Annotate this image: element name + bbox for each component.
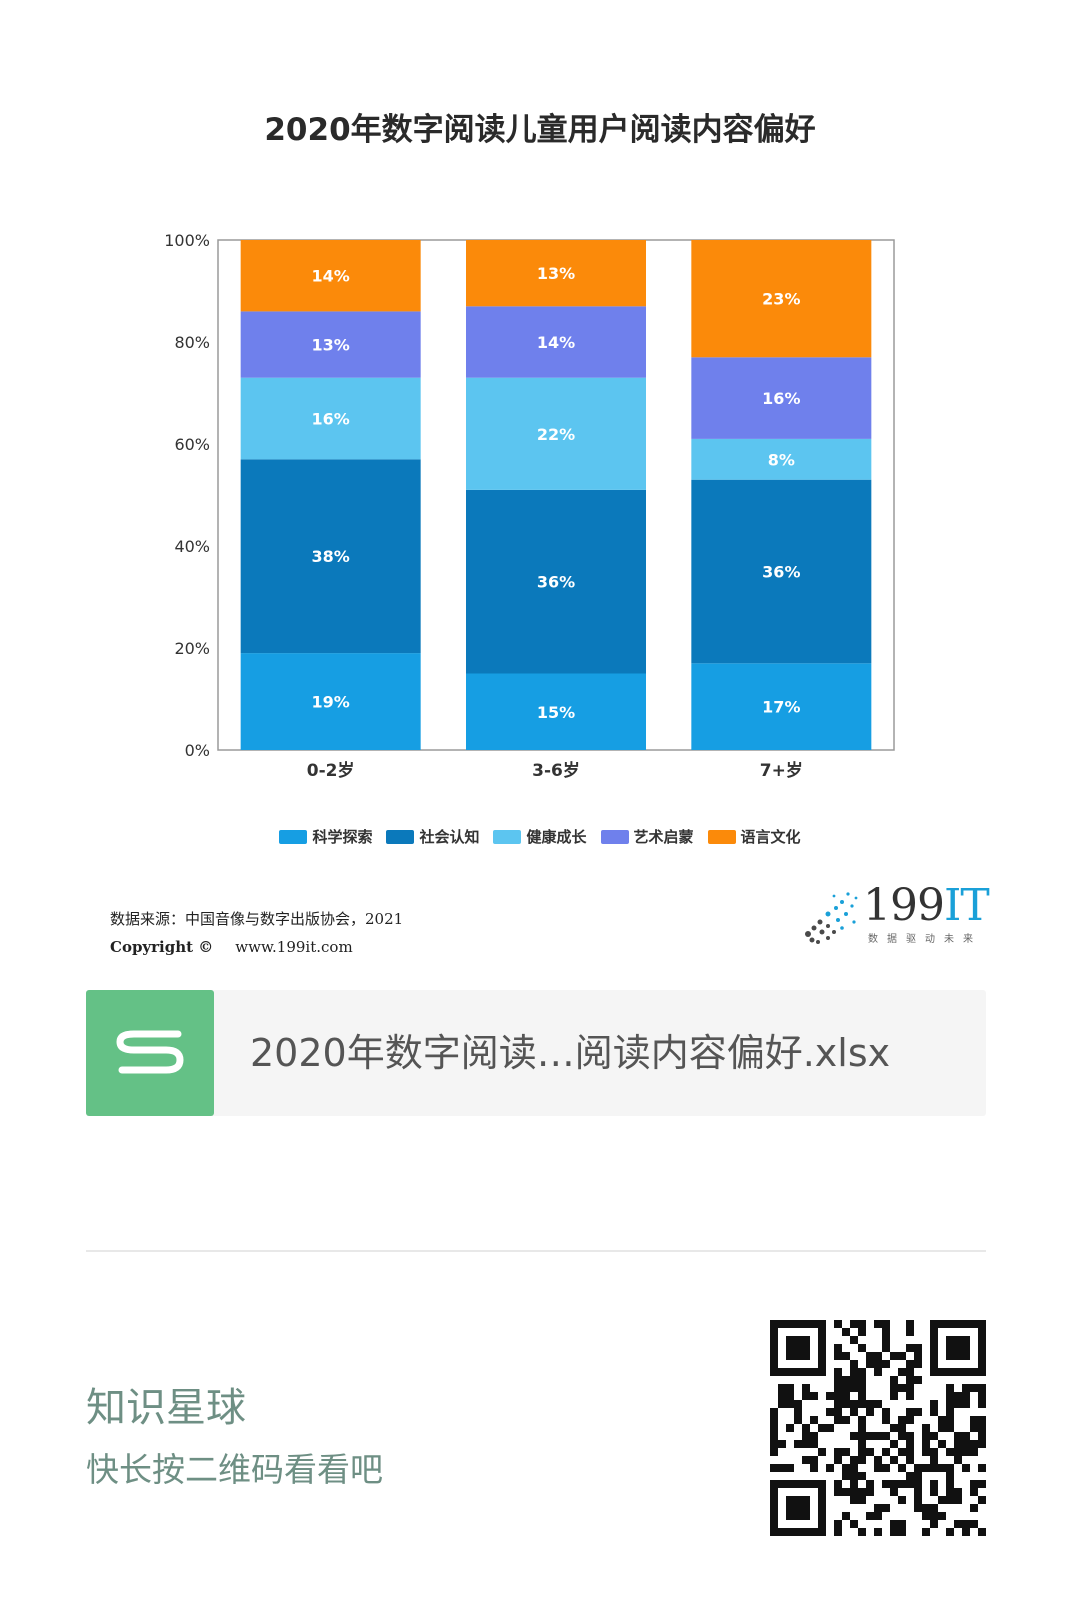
- data-label: 13%: [312, 336, 350, 355]
- logo-number: 199: [863, 880, 945, 931]
- bar-segment: [466, 306, 646, 378]
- bar-segment: [240, 377, 421, 460]
- chart-legend: 科学探索 社会认知 健康成长 艺术启蒙 语言文化: [0, 826, 1080, 847]
- qr-code[interactable]: [770, 1320, 986, 1536]
- logo-wordmark: 199IT: [863, 880, 990, 931]
- data-label: 14%: [312, 267, 350, 286]
- legend-item: 健康成长: [493, 826, 587, 847]
- bar-segment: [240, 240, 421, 312]
- bar-segment: [466, 377, 646, 490]
- bar-segment: [691, 357, 872, 439]
- bar-segment: [240, 653, 421, 750]
- x-tick-label: 7+岁: [760, 760, 803, 781]
- chart-title: 2020年数字阅读儿童用户阅读内容偏好: [264, 112, 816, 148]
- data-label: 22%: [537, 425, 575, 444]
- bar-segment: [691, 240, 872, 358]
- bar-segment: [466, 489, 646, 674]
- bar-segment: [240, 311, 421, 378]
- y-tick-label: 100%: [164, 231, 210, 250]
- logo-tagline: 数据驱动未来: [868, 934, 982, 945]
- copyright-label: Copyright ©: [110, 938, 214, 956]
- 199it-logo: 199IT 数据驱动未来: [798, 880, 990, 950]
- data-label: 13%: [537, 264, 575, 283]
- logo-it: IT: [943, 880, 990, 931]
- logo-dots-icon: [805, 892, 858, 944]
- bar-segment: [466, 240, 646, 307]
- legend-label: 社会认知: [419, 828, 480, 846]
- copyright-line: Copyright © www.199it.com: [110, 933, 403, 961]
- legend-item: 社会认知: [386, 826, 479, 847]
- source-text: 数据来源：中国音像与数字出版协会，2021: [110, 910, 404, 928]
- legend-item: 艺术启蒙: [600, 826, 694, 847]
- data-label: 17%: [762, 698, 800, 717]
- file-attachment-card[interactable]: 2020年数字阅读…阅读内容偏好.xlsx: [86, 990, 986, 1116]
- website-text: www.199it.com: [235, 938, 353, 956]
- y-tick-label: 20%: [174, 639, 210, 658]
- bar-segment: [691, 479, 872, 664]
- legend-swatch: [493, 829, 522, 844]
- source-block: 数据来源：中国音像与数字出版协会，2021 Copyright © www.199…: [110, 905, 403, 961]
- file-name: 2020年数字阅读…阅读内容偏好.xlsx: [250, 1031, 891, 1075]
- y-tick-label: 60%: [174, 435, 210, 454]
- legend-label: 健康成长: [526, 828, 587, 846]
- divider: [86, 1250, 986, 1252]
- planet-subtitle: 快长按二维码看看吧: [86, 1450, 383, 1489]
- y-tick-label: 0%: [185, 741, 210, 760]
- bar-segment: [466, 673, 646, 750]
- stacked-bar-chart: 0% 20% 40% 60% 80% 100% 19% 38% 16% 13% 14% 0-2岁 15%…: [164, 231, 895, 781]
- data-label: 14%: [537, 333, 575, 352]
- x-tick-label: 3-6岁: [532, 760, 580, 781]
- legend-label: 艺术启蒙: [633, 828, 694, 846]
- legend-label: 科学探索: [312, 828, 373, 846]
- qr-modules: [770, 1320, 986, 1536]
- legend-swatch: [707, 829, 736, 844]
- data-label: 19%: [312, 693, 350, 712]
- data-label: 15%: [537, 703, 575, 722]
- data-label: 36%: [537, 573, 575, 592]
- data-label: 36%: [762, 563, 800, 582]
- data-label: 16%: [762, 389, 800, 408]
- data-label: 23%: [762, 290, 800, 309]
- y-tick-label: 40%: [174, 537, 210, 556]
- bar-segment: [691, 438, 872, 480]
- legend-swatch: [386, 829, 415, 844]
- legend-item: 科学探索: [279, 826, 372, 847]
- legend-label: 语言文化: [740, 828, 801, 846]
- planet-title: 知识星球: [86, 1385, 246, 1431]
- spreadsheet-s-icon: [86, 990, 214, 1116]
- x-tick-label: 0-2岁: [307, 760, 355, 781]
- legend-swatch: [279, 829, 308, 844]
- legend-item: 语言文化: [707, 826, 801, 847]
- data-label: 38%: [312, 547, 350, 566]
- bar-segment: [240, 459, 421, 654]
- legend-swatch: [600, 829, 629, 844]
- data-label: 8%: [768, 450, 795, 469]
- y-tick-label: 80%: [174, 333, 210, 352]
- bar-segment: [691, 663, 872, 750]
- data-label: 16%: [312, 410, 350, 429]
